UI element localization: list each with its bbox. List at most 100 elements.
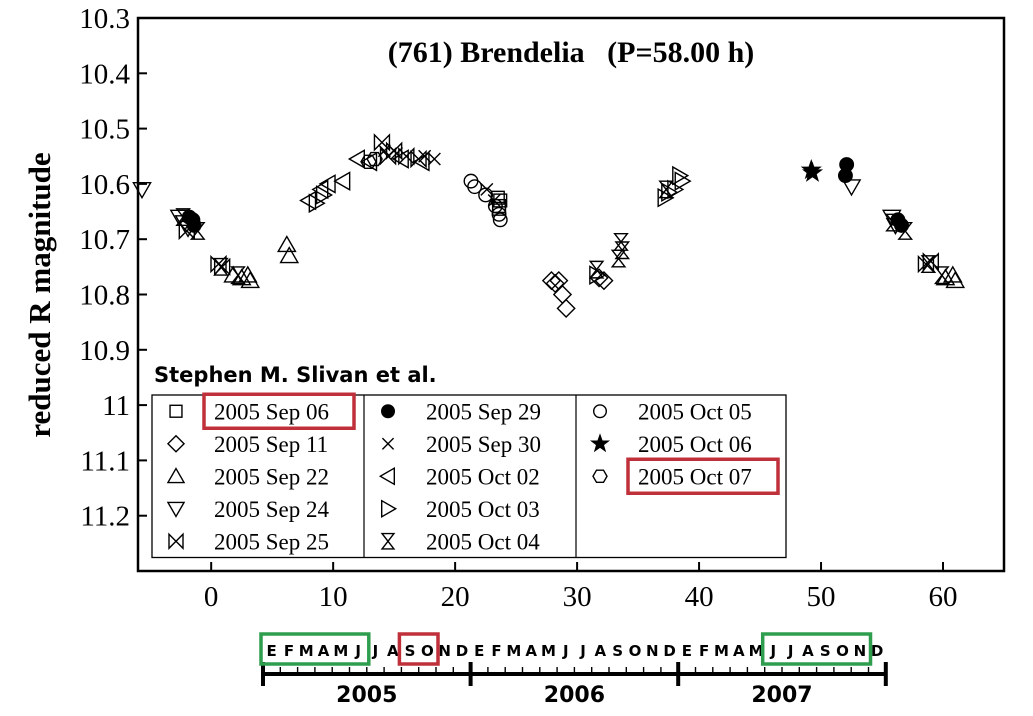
- timeline-month-6: J: [372, 642, 379, 660]
- timeline-month-8: S: [405, 642, 416, 660]
- diamond-icon: [166, 434, 186, 453]
- y-tick-label: 10.4: [79, 58, 130, 90]
- point-2005-sep-22: [945, 271, 966, 289]
- x-axis: 0 10 20 30 40 50 60: [204, 562, 958, 613]
- timeline-month-2: M: [299, 642, 314, 660]
- timeline-month-26: M: [714, 642, 729, 660]
- point-2005-oct-03: [672, 165, 690, 186]
- legend-label: 2005 Oct 07: [638, 464, 752, 489]
- x-tick-label: 0: [204, 581, 219, 613]
- legend-label: 2005 Oct 04: [426, 529, 540, 554]
- point-2005-oct-02: [412, 151, 430, 172]
- point-2005-sep-06: [491, 201, 507, 216]
- timeline-month-12: E: [474, 642, 484, 660]
- point-2005-oct-03: [674, 171, 692, 191]
- timeline-month-28: M: [749, 642, 764, 660]
- timeline-year-2007: 2007: [751, 683, 812, 708]
- timeline-month-16: M: [541, 642, 556, 660]
- timeline-month-4: M: [333, 642, 348, 660]
- filled-circle-icon: [381, 404, 396, 419]
- timeline-month-17: J: [562, 642, 569, 660]
- timeline-month-32: S: [820, 642, 831, 660]
- x-tick-label: 10: [319, 581, 348, 613]
- hourglass-icon: [380, 532, 396, 550]
- point-2005-oct-04: [213, 257, 229, 276]
- point-2005-sep-25: [373, 133, 391, 152]
- point-2005-oct-05: [492, 212, 508, 228]
- point-2005-sep-22: [279, 246, 300, 264]
- x-tick-label: 20: [441, 581, 470, 613]
- timeline-month-29: J: [770, 642, 777, 660]
- legend-label: 2005 Sep 24: [214, 497, 330, 522]
- point-2005-sep-22: [935, 268, 956, 286]
- point-2005-oct-04: [897, 221, 914, 240]
- bowtie-icon: [168, 532, 184, 550]
- data-points: [132, 133, 966, 318]
- legend-item-2005-sep-24: 2005 Sep 24: [166, 497, 330, 522]
- star-icon: [589, 433, 611, 453]
- legend: 2005 Sep 06 2005 Sep 11 2005 Sep 22 2005 Se…: [151, 392, 787, 559]
- point-2005-oct-06: [801, 161, 824, 182]
- point-2005-oct-04: [920, 255, 937, 274]
- point-2005-oct-02: [333, 171, 351, 191]
- legend-item-2005-oct-05: 2005 Oct 05: [593, 399, 752, 424]
- timeline-month-23: D: [663, 642, 675, 660]
- point-2005-oct-04: [614, 241, 631, 260]
- x-tick-label: 50: [807, 581, 836, 613]
- legend-item-2005-oct-06: 2005 Oct 06: [589, 432, 752, 457]
- timeline: E F M A M J J A S O N D E F M A M J J A S O N D E F M A M J J A S O N D2005…: [259, 632, 888, 708]
- timeline-green-box: [259, 632, 371, 666]
- triangle-right-icon: [381, 499, 398, 519]
- point-2005-oct-02: [391, 149, 409, 169]
- triangle-left-icon: [378, 466, 395, 486]
- timeline-month-7: A: [387, 642, 399, 660]
- point-2005-sep-25: [410, 149, 427, 169]
- point-2005-oct-07: [360, 154, 377, 169]
- point-2005-oct-04: [175, 208, 191, 227]
- point-2005-sep-30: [487, 193, 501, 207]
- point-2005-oct-02: [318, 174, 336, 194]
- timeline-month-20: S: [612, 642, 623, 660]
- square-icon: [169, 404, 183, 418]
- legend-label: 2005 Sep 25: [214, 529, 329, 554]
- point-2005-oct-02: [347, 149, 365, 169]
- point-2005-oct-02: [299, 190, 317, 211]
- timeline-month-18: J: [579, 642, 586, 660]
- legend-item-2005-oct-04: 2005 Oct 04: [380, 529, 540, 554]
- circle-icon: [593, 404, 608, 419]
- x-tick-label: 60: [929, 581, 958, 613]
- point-2005-oct-02: [311, 179, 329, 200]
- point-2005-oct-03: [657, 187, 675, 208]
- point-2005-oct-05: [467, 179, 483, 195]
- point-2005-oct-04: [588, 260, 605, 279]
- legend-highlight-box: [202, 392, 356, 430]
- legend-label: 2005 Oct 02: [426, 464, 540, 489]
- legend-label: 2005 Sep 11: [214, 432, 328, 457]
- point-2005-sep-30: [480, 182, 494, 196]
- legend-label: 2005 Sep 06: [214, 399, 329, 424]
- legend-item-2005-oct-02: 2005 Oct 02: [378, 464, 540, 489]
- legend-item-2005-sep-06: 2005 Sep 06: [169, 392, 356, 430]
- legend-item-2005-oct-07: 2005 Oct 07: [592, 457, 780, 495]
- legend-label: 2005 Oct 06: [638, 432, 752, 457]
- y-tick-label: 10.9: [79, 335, 130, 367]
- point-2005-sep-22: [231, 268, 252, 286]
- timeline-green-box: [760, 632, 873, 666]
- point-2005-sep-30: [390, 146, 404, 160]
- timeline-month-13: F: [491, 642, 501, 660]
- timeline-month-5: J: [354, 642, 361, 660]
- timeline-month-1: F: [284, 642, 294, 660]
- legend-item-2005-sep-30: 2005 Sep 30: [381, 432, 541, 457]
- x-tick-label: 30: [563, 581, 592, 613]
- y-tick-label: 11: [102, 390, 130, 422]
- legend-highlight-box: [626, 457, 780, 495]
- y-tick-label: 10.5: [79, 114, 130, 146]
- timeline-month-25: F: [699, 642, 709, 660]
- timeline-month-0: E: [267, 642, 277, 660]
- point-2005-oct-04: [933, 266, 950, 285]
- timeline-month-11: D: [456, 642, 468, 660]
- legend-item-2005-sep-22: 2005 Sep 22: [166, 464, 329, 489]
- legend-label: 2005 Oct 05: [638, 399, 752, 424]
- legend-item-2005-sep-25: 2005 Sep 25: [168, 529, 329, 554]
- legend-label: 2005 Sep 30: [426, 432, 541, 457]
